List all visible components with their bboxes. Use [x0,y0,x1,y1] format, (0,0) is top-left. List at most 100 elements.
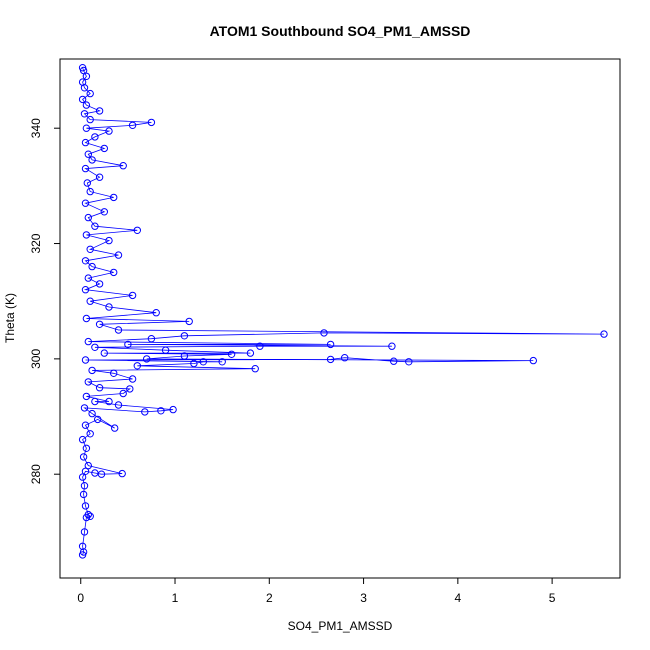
data-point [81,502,90,510]
data-point [81,199,90,207]
data-point [91,222,99,230]
data-point [86,512,94,520]
data-point [111,424,119,432]
data-point [133,226,142,235]
data-point [91,397,99,406]
data-series [78,64,608,559]
data-point [88,409,96,418]
chart-title: ATOM1 Southbound SO4_PM1_AMSSD [210,23,471,39]
data-point [84,378,93,386]
y-tick-label: 320 [29,233,43,253]
data-point [105,236,113,245]
data-point [105,397,113,406]
data-point [128,375,137,383]
series-line [82,67,605,556]
data-point [157,407,165,415]
data-point [118,469,126,478]
data-point [341,354,349,362]
data-point [199,358,208,366]
data-point [320,329,328,337]
data-point [326,355,335,364]
data-point [82,72,91,81]
data-point [128,291,137,300]
data-point [94,415,102,424]
x-axis: 0 1 2 3 4 5 [77,577,556,605]
data-point [81,421,90,429]
data-point [529,356,537,365]
data-point [78,78,87,86]
data-point [84,461,93,470]
data-point [81,356,90,364]
data-point [180,332,189,340]
x-tick-label: 1 [172,591,179,605]
data-point [110,268,118,277]
data-point [185,317,193,326]
data-point [81,286,90,294]
data-point [86,115,94,124]
data-point [110,369,118,377]
data-point [82,444,91,452]
data-point [128,121,137,130]
data-point [78,64,87,72]
data-point [119,389,127,398]
data-point [91,343,99,351]
data-point [388,342,396,350]
x-tick-label: 2 [266,591,273,605]
data-point [86,89,94,98]
data-point [86,297,94,305]
data-point [141,408,149,416]
data-point [100,349,109,357]
data-point [110,193,118,202]
data-point [84,337,93,346]
data-point [84,150,93,158]
data-point [79,490,88,499]
data-point [100,144,109,153]
data-point [246,349,255,357]
data-point [147,335,156,343]
data-point [80,110,89,118]
data-point [218,358,226,366]
data-point [105,303,113,311]
y-tick-label: 280 [29,464,43,484]
data-point [161,346,170,354]
data-point [97,470,106,478]
y-axis-label: Theta (K) [3,293,17,343]
data-point [82,124,91,132]
y-axis: 280 300 320 340 [29,118,61,484]
data-point [126,385,134,393]
data-point [95,384,104,392]
data-point [114,251,123,259]
data-point [80,404,89,412]
data-point [95,280,104,288]
x-tick-label: 4 [455,591,462,605]
data-point [326,340,335,349]
data-point [390,357,398,365]
data-point [91,133,99,141]
data-point [88,366,96,375]
data-point [190,359,198,368]
data-point [80,528,89,536]
plot-frame [59,58,621,579]
data-point [95,107,104,115]
x-axis-label: SO4_PM1_AMSSD [288,619,393,633]
data-point [227,350,236,358]
data-point [180,352,189,360]
data-point [88,262,96,271]
data-point [133,362,142,370]
data-point [86,187,94,196]
data-point [152,309,160,317]
data-point [169,405,177,414]
data-point [95,173,104,181]
data-point [78,473,87,481]
x-tick-label: 0 [77,591,84,605]
x-tick-label: 3 [360,591,367,605]
data-point [84,510,93,519]
data-point [251,365,259,373]
y-tick-label: 300 [29,349,43,369]
data-point [105,127,113,135]
data-point [79,453,88,461]
data-point [95,320,104,328]
data-point [84,213,93,222]
data-point [114,401,123,409]
